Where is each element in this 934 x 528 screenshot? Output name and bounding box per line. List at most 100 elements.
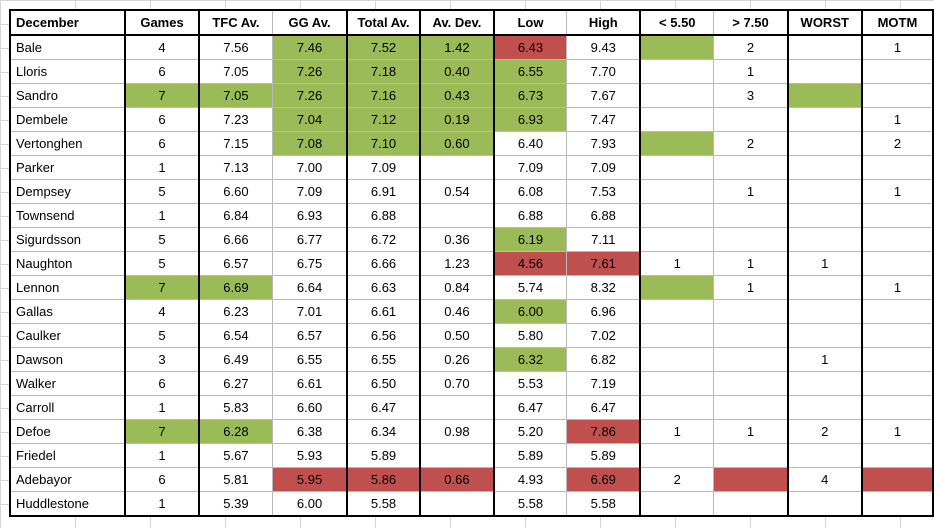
cell-low[interactable]: 6.47	[492, 395, 568, 420]
cell-worst[interactable]	[786, 83, 863, 108]
cell-avg-dev[interactable]: 0.26	[419, 347, 495, 372]
cell-tfc-avg[interactable]: 7.05	[197, 83, 274, 108]
cell-high[interactable]: 7.67	[566, 83, 641, 108]
cell-avg-dev[interactable]: 1.42	[419, 34, 495, 60]
cell-games[interactable]: 1	[124, 491, 200, 517]
cell-worst[interactable]	[786, 131, 863, 156]
cell-tfc-avg[interactable]: 6.84	[197, 203, 274, 228]
cell-motm[interactable]	[860, 251, 934, 276]
cell-games[interactable]: 1	[124, 443, 200, 468]
cell-avg-dev[interactable]: 1.23	[419, 251, 495, 276]
cell-games[interactable]: 4	[124, 34, 200, 60]
cell-worst[interactable]	[786, 155, 863, 180]
cell-over-7-50[interactable]	[713, 467, 789, 492]
cell-motm[interactable]: 1	[860, 179, 934, 204]
header-month[interactable]: December	[9, 9, 126, 36]
cell-worst[interactable]	[786, 323, 863, 348]
cell-high[interactable]: 7.53	[566, 179, 641, 204]
cell-worst[interactable]: 1	[786, 347, 863, 372]
cell-total-avg[interactable]: 6.50	[345, 371, 421, 396]
cell-under-5-50[interactable]	[639, 34, 715, 60]
cell-under-5-50[interactable]	[639, 443, 715, 468]
cell-avg-dev[interactable]: 0.84	[419, 275, 495, 300]
cell-high[interactable]: 6.82	[566, 347, 641, 372]
cell-player-name[interactable]: Friedel	[9, 443, 126, 468]
cell-tfc-avg[interactable]: 6.49	[197, 347, 274, 372]
cell-over-7-50[interactable]	[713, 203, 789, 228]
cell-motm[interactable]	[860, 227, 934, 252]
cell-gg-avg[interactable]: 7.26	[272, 59, 348, 84]
cell-gg-avg[interactable]: 7.00	[272, 155, 348, 180]
cell-motm[interactable]: 1	[860, 275, 934, 300]
cell-gg-avg[interactable]: 7.26	[272, 83, 348, 108]
cell-total-avg[interactable]: 6.61	[345, 299, 421, 324]
cell-gg-avg[interactable]: 6.57	[272, 323, 348, 348]
cell-over-7-50[interactable]: 1	[713, 59, 789, 84]
header-over-7-50[interactable]: > 7.50	[713, 9, 789, 36]
cell-low[interactable]: 6.93	[492, 107, 568, 132]
cell-low[interactable]: 6.55	[492, 59, 568, 84]
cell-total-avg[interactable]: 6.91	[345, 179, 421, 204]
cell-high[interactable]: 6.88	[566, 203, 641, 228]
cell-motm[interactable]	[860, 395, 934, 420]
cell-tfc-avg[interactable]: 7.56	[197, 34, 274, 60]
cell-games[interactable]: 6	[124, 107, 200, 132]
cell-low[interactable]: 5.80	[492, 323, 568, 348]
cell-low[interactable]: 6.40	[492, 131, 568, 156]
cell-avg-dev[interactable]: 0.70	[419, 371, 495, 396]
cell-low[interactable]: 4.56	[492, 251, 568, 276]
cell-under-5-50[interactable]	[639, 395, 715, 420]
cell-low[interactable]: 7.09	[492, 155, 568, 180]
cell-worst[interactable]	[786, 203, 863, 228]
cell-total-avg[interactable]: 5.89	[345, 443, 421, 468]
cell-over-7-50[interactable]: 1	[713, 251, 789, 276]
cell-total-avg[interactable]: 7.16	[345, 83, 421, 108]
cell-gg-avg[interactable]: 6.61	[272, 371, 348, 396]
header-under-5-50[interactable]: < 5.50	[639, 9, 715, 36]
cell-over-7-50[interactable]	[713, 227, 789, 252]
cell-games[interactable]: 6	[124, 59, 200, 84]
cell-motm[interactable]	[860, 83, 934, 108]
cell-high[interactable]: 7.86	[566, 419, 641, 444]
cell-tfc-avg[interactable]: 5.81	[197, 467, 274, 492]
cell-games[interactable]: 5	[124, 227, 200, 252]
cell-over-7-50[interactable]	[713, 347, 789, 372]
cell-total-avg[interactable]: 7.09	[345, 155, 421, 180]
cell-tfc-avg[interactable]: 6.27	[197, 371, 274, 396]
cell-worst[interactable]	[786, 443, 863, 468]
cell-high[interactable]: 5.58	[566, 491, 641, 517]
cell-motm[interactable]	[860, 491, 934, 517]
cell-motm[interactable]	[860, 203, 934, 228]
cell-worst[interactable]	[786, 275, 863, 300]
header-total-avg[interactable]: Total Av.	[345, 9, 421, 36]
header-games[interactable]: Games	[124, 9, 200, 36]
cell-total-avg[interactable]: 6.63	[345, 275, 421, 300]
cell-worst[interactable]	[786, 59, 863, 84]
cell-player-name[interactable]: Dempsey	[9, 179, 126, 204]
cell-tfc-avg[interactable]: 6.66	[197, 227, 274, 252]
cell-low[interactable]: 5.74	[492, 275, 568, 300]
cell-high[interactable]: 7.09	[566, 155, 641, 180]
cell-gg-avg[interactable]: 6.00	[272, 491, 348, 517]
cell-games[interactable]: 1	[124, 155, 200, 180]
cell-total-avg[interactable]: 6.72	[345, 227, 421, 252]
cell-gg-avg[interactable]: 6.38	[272, 419, 348, 444]
cell-low[interactable]: 6.08	[492, 179, 568, 204]
cell-under-5-50[interactable]	[639, 203, 715, 228]
cell-gg-avg[interactable]: 6.64	[272, 275, 348, 300]
cell-low[interactable]: 6.32	[492, 347, 568, 372]
cell-under-5-50[interactable]	[639, 299, 715, 324]
cell-games[interactable]: 6	[124, 371, 200, 396]
cell-over-7-50[interactable]	[713, 323, 789, 348]
cell-under-5-50[interactable]	[639, 491, 715, 517]
cell-motm[interactable]: 1	[860, 419, 934, 444]
cell-avg-dev[interactable]	[419, 203, 495, 228]
cell-avg-dev[interactable]: 0.46	[419, 299, 495, 324]
cell-over-7-50[interactable]: 1	[713, 419, 789, 444]
cell-high[interactable]: 8.32	[566, 275, 641, 300]
cell-games[interactable]: 1	[124, 203, 200, 228]
cell-over-7-50[interactable]	[713, 443, 789, 468]
cell-avg-dev[interactable]: 0.98	[419, 419, 495, 444]
cell-tfc-avg[interactable]: 6.23	[197, 299, 274, 324]
cell-over-7-50[interactable]	[713, 395, 789, 420]
